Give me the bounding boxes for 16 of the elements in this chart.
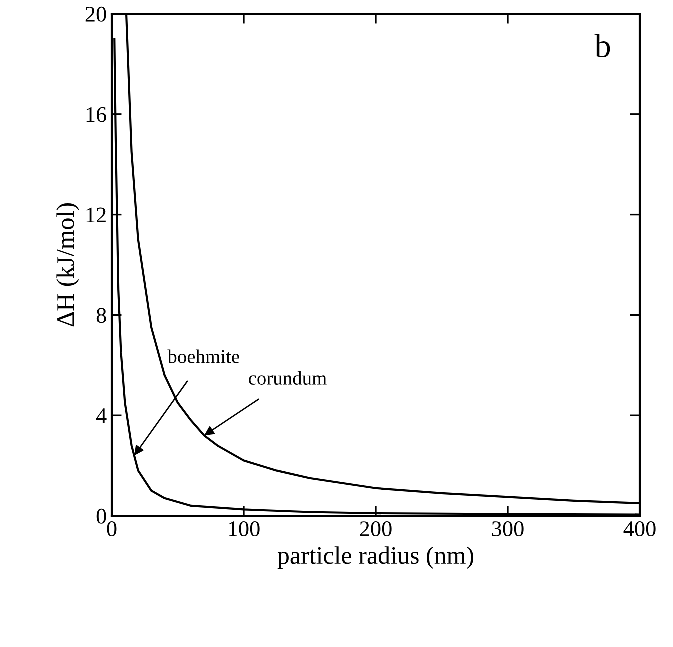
x-tick-label: 0 xyxy=(107,522,117,536)
y-tick-label: 16 xyxy=(86,107,106,122)
x-tick-label: 400 xyxy=(624,522,656,536)
y-axis-title: ΔH (kJ/mol) xyxy=(56,204,80,327)
annotation: corundum xyxy=(249,371,327,385)
y-tick-label: 0 xyxy=(96,508,106,524)
annotation: boehmite xyxy=(168,350,240,364)
x-tick-label: 300 xyxy=(492,522,524,536)
annotation: b xyxy=(594,34,610,58)
y-tick-label: 12 xyxy=(86,208,106,223)
x-axis-title: particle radius (nm) xyxy=(278,546,474,570)
y-tick-label: 4 xyxy=(96,408,107,424)
x-tick-label: 100 xyxy=(229,522,260,536)
y-tick-label: 20 xyxy=(86,6,106,22)
y-tick-label: 8 xyxy=(96,308,106,324)
x-tick-label: 200 xyxy=(360,522,392,536)
